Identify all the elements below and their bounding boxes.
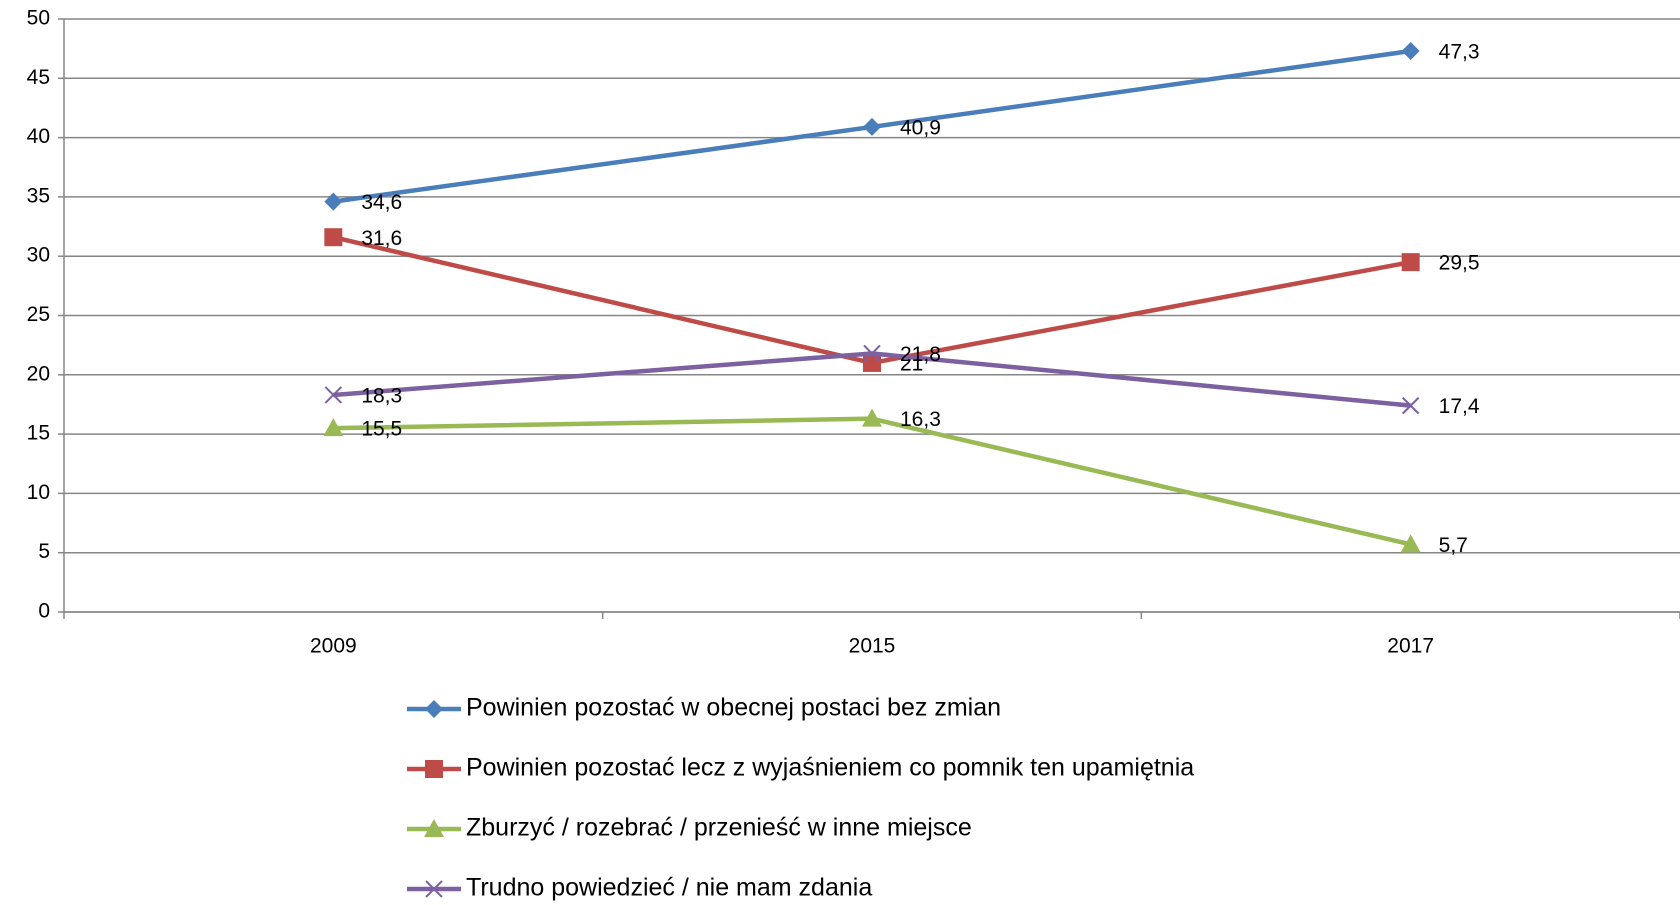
y-tick-label: 25 bbox=[27, 303, 50, 326]
marker bbox=[863, 353, 881, 372]
legend-text: Zburzyć / rozebrać / przenieść w inne mi… bbox=[466, 814, 972, 842]
marker bbox=[1401, 253, 1420, 272]
marker bbox=[863, 117, 881, 136]
data-label: 21,8 bbox=[900, 343, 941, 366]
data-label: 16,3 bbox=[900, 408, 941, 431]
y-tick-label: 5 bbox=[38, 540, 50, 563]
data-label: 15,5 bbox=[361, 418, 402, 441]
marker bbox=[1401, 396, 1420, 415]
data-label: 40,9 bbox=[900, 116, 941, 139]
marker bbox=[324, 192, 343, 211]
legend-text: Powinien pozostać w obecnej postaci bez … bbox=[466, 694, 1001, 722]
marker bbox=[324, 228, 343, 247]
marker bbox=[425, 880, 443, 898]
data-label: 34,6 bbox=[361, 191, 402, 214]
data-label: 31,6 bbox=[361, 227, 402, 250]
data-label: 29,5 bbox=[1439, 252, 1480, 275]
marker bbox=[323, 418, 344, 437]
legend-text: Trudno powiedzieć / nie mam zdania bbox=[466, 874, 872, 902]
y-tick-label: 15 bbox=[27, 422, 50, 445]
marker bbox=[862, 408, 882, 427]
y-tick-label: 30 bbox=[27, 244, 50, 267]
marker bbox=[425, 700, 443, 718]
marker bbox=[324, 386, 343, 404]
y-tick-label: 20 bbox=[27, 362, 50, 385]
data-label: 47,3 bbox=[1439, 41, 1480, 64]
y-tick-label: 45 bbox=[27, 66, 50, 89]
legend-text: Powinien pozostać lecz z wyjaśnieniem co… bbox=[466, 754, 1194, 782]
marker bbox=[863, 344, 881, 363]
y-tick-label: 50 bbox=[27, 7, 50, 30]
y-tick-label: 0 bbox=[38, 600, 50, 623]
marker bbox=[1400, 534, 1421, 553]
series-line bbox=[333, 416, 1412, 547]
data-label: 17,4 bbox=[1439, 395, 1480, 418]
x-tick-label: 2017 bbox=[1387, 635, 1434, 658]
data-label: 5,7 bbox=[1439, 534, 1468, 557]
y-tick-label: 40 bbox=[27, 125, 50, 148]
y-tick-label: 35 bbox=[27, 184, 50, 207]
x-tick-label: 2009 bbox=[310, 635, 357, 658]
y-tick-label: 10 bbox=[27, 481, 50, 504]
marker bbox=[425, 760, 443, 778]
data-label: 18,3 bbox=[361, 385, 402, 408]
marker bbox=[1401, 42, 1420, 61]
x-tick-label: 2015 bbox=[849, 635, 896, 658]
marker bbox=[424, 819, 444, 837]
